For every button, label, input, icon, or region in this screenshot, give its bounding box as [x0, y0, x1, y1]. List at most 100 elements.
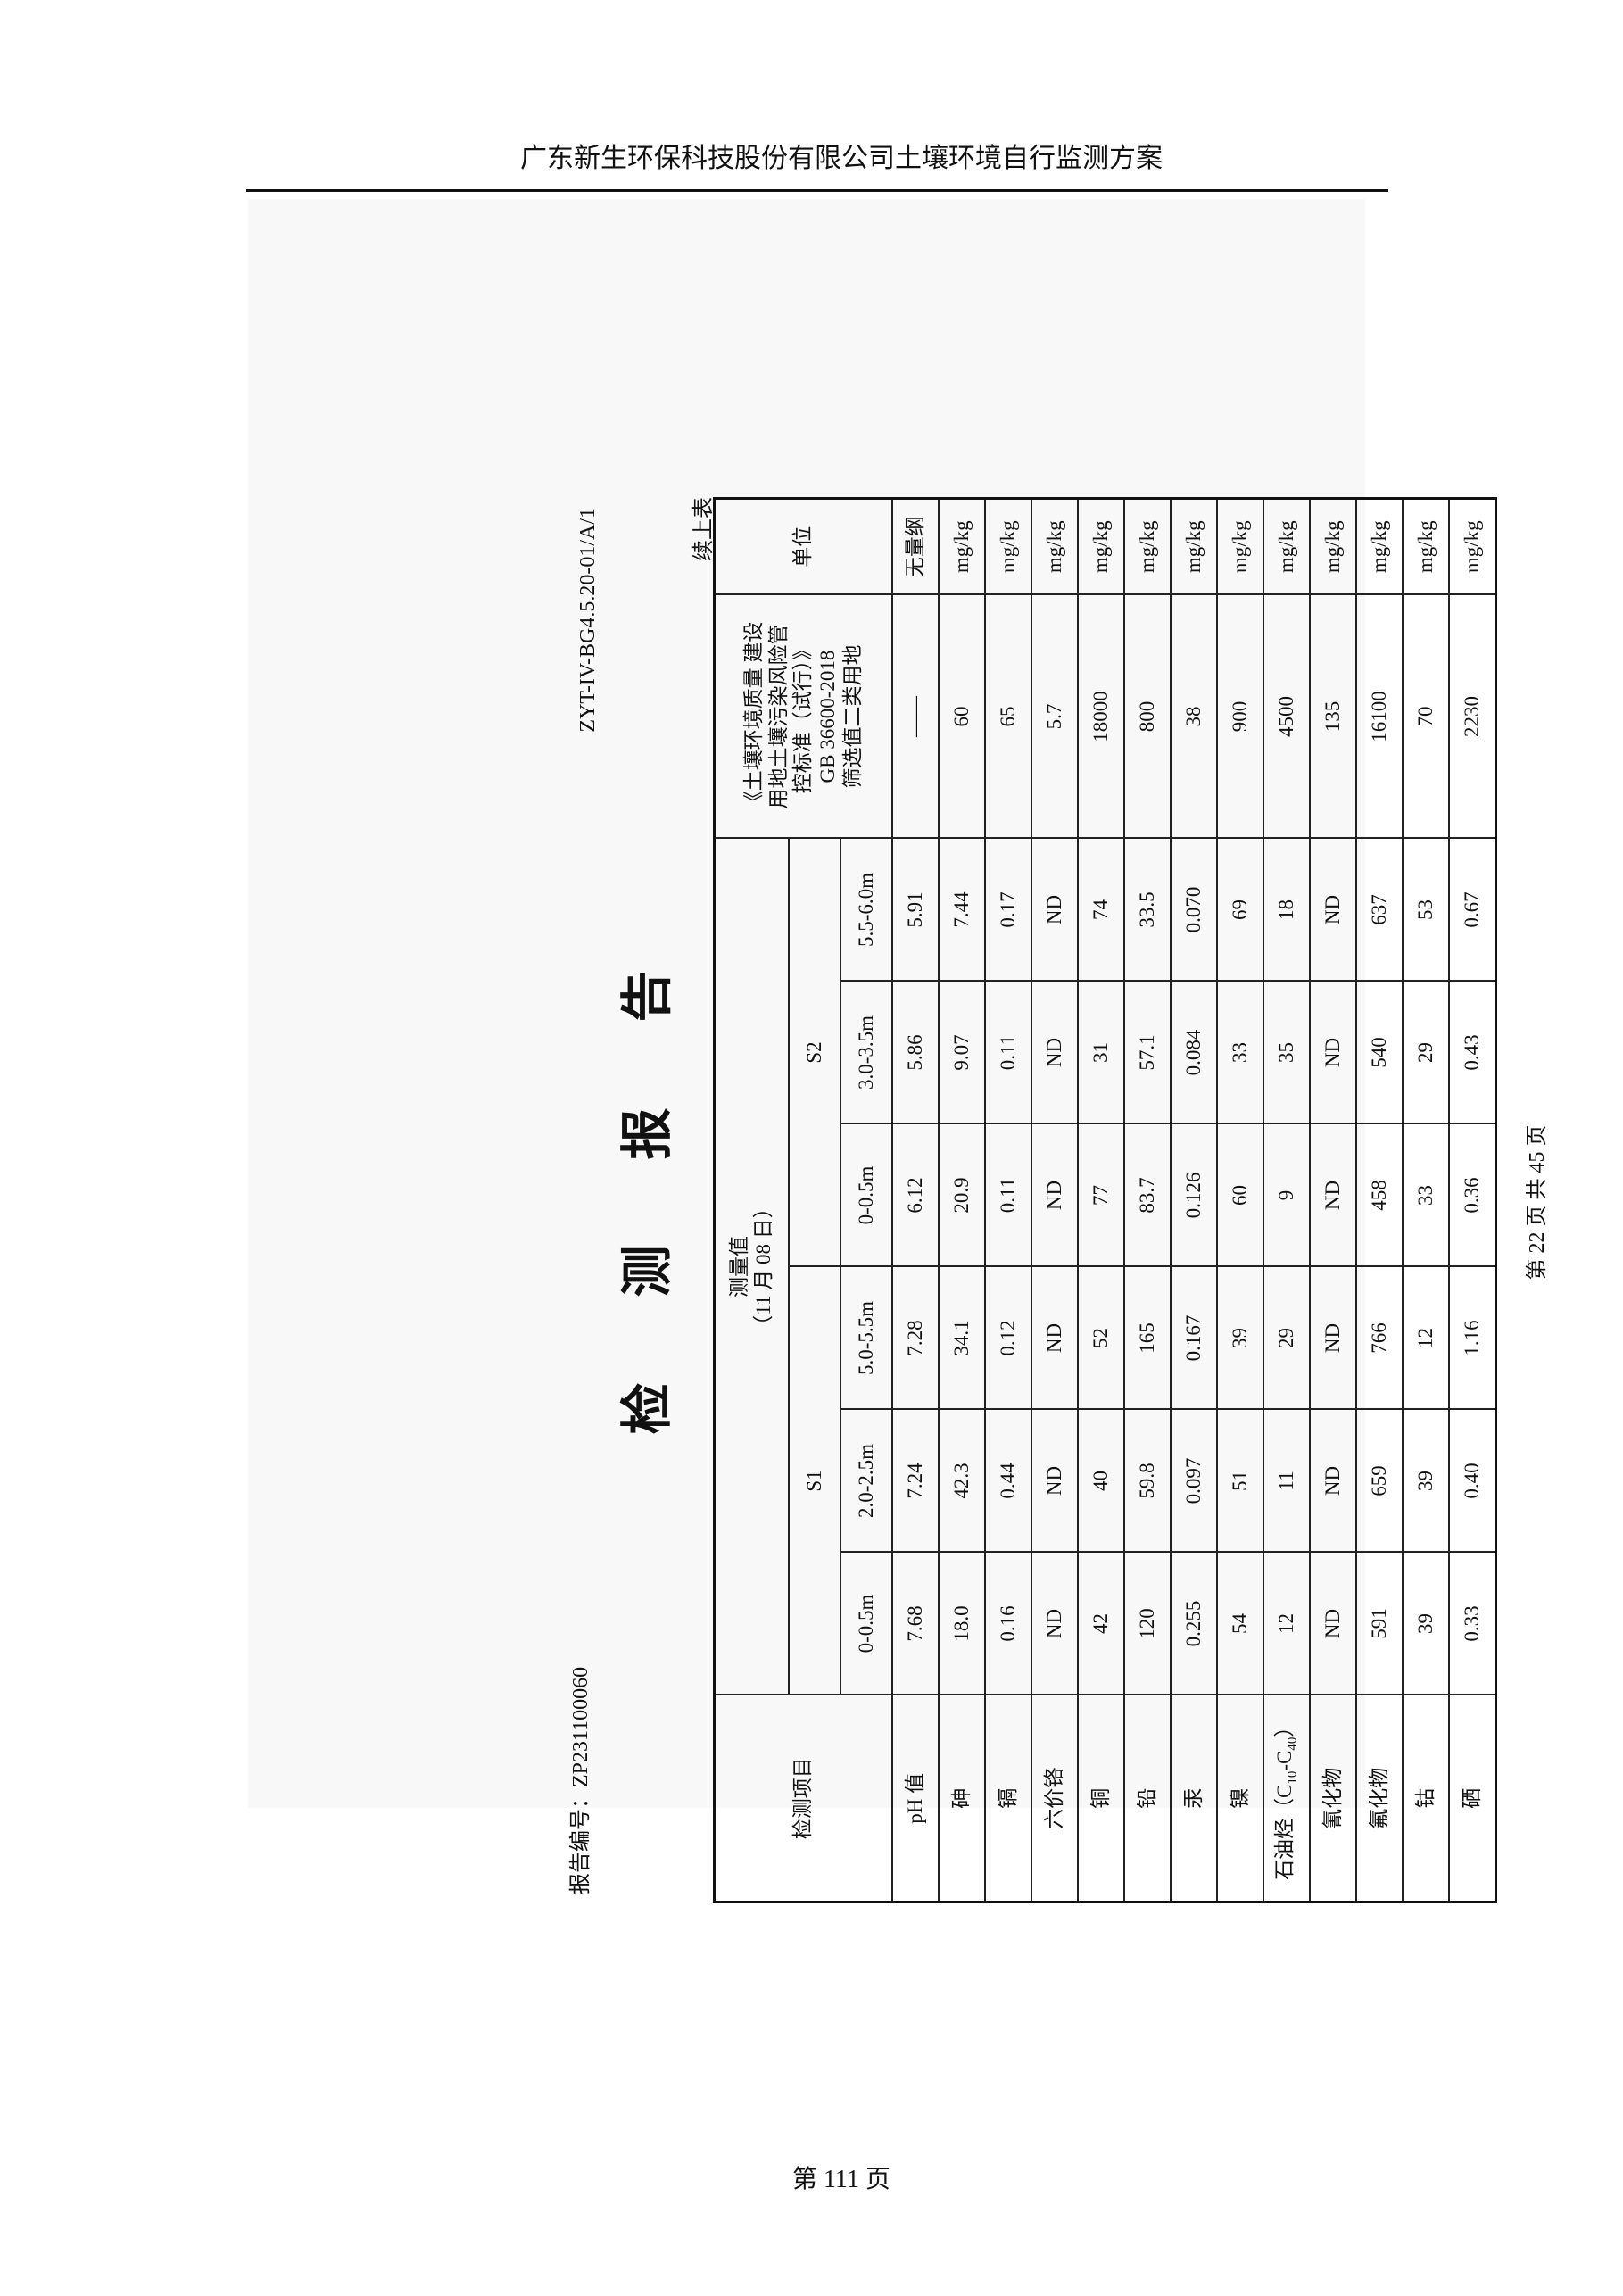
item-name: 镉: [984, 1695, 1031, 1902]
depth-header: 0-0.5m: [840, 1552, 892, 1695]
measured-value: 29: [1263, 1266, 1310, 1410]
measured-value: 39: [1402, 1552, 1449, 1695]
measured-value: 0.097: [1170, 1409, 1217, 1553]
standard-value: 16100: [1355, 594, 1403, 839]
measured-value: 0.12: [984, 1266, 1031, 1410]
measured-value: 53: [1402, 838, 1449, 982]
unit-value: mg/kg: [1402, 498, 1449, 595]
measured-value: 0.67: [1448, 838, 1495, 982]
scan-page-info: 第 22 页 共 45 页: [1526, 1124, 1549, 1281]
title-char: 报: [618, 1107, 676, 1160]
measured-value: ND: [1309, 838, 1356, 982]
measured-value: 1.16: [1448, 1266, 1495, 1410]
measured-value: 540: [1355, 981, 1403, 1124]
unit-value: mg/kg: [1216, 498, 1263, 595]
measured-value: ND: [1309, 981, 1356, 1124]
item-header: 检测项目: [714, 1695, 892, 1902]
unit-value: mg/kg: [984, 498, 1031, 595]
measured-value: 659: [1355, 1409, 1403, 1553]
document-page-number: 第 111 页: [792, 2166, 890, 2193]
measured-value: ND: [1031, 1409, 1078, 1553]
item-name: 镍: [1216, 1695, 1263, 1902]
measured-value: 0.33: [1448, 1552, 1495, 1695]
measured-value: 54: [1216, 1552, 1263, 1695]
measured-value: ND: [1309, 1552, 1356, 1695]
measured-value: 7.28: [891, 1266, 939, 1410]
report-title: 检测报告: [605, 398, 680, 2007]
document-header: 广东新生环保科技股份有限公司土壤环境自行监测方案: [520, 144, 1163, 173]
measured-value: 0.16: [984, 1552, 1031, 1695]
report-number: 报告编号：ZP231100060: [569, 1666, 592, 1894]
measured-value: 5.86: [891, 981, 939, 1124]
item-name: pH 值: [891, 1695, 939, 1902]
measured-value: 57.1: [1123, 981, 1171, 1124]
measured-value: 0.255: [1170, 1552, 1217, 1695]
item-name: 铅: [1123, 1695, 1171, 1902]
measured-value: 29: [1402, 981, 1449, 1124]
title-char: 检: [618, 1382, 676, 1435]
item-name: 氰化物: [1309, 1695, 1356, 1902]
continued-label: 续上表: [692, 497, 716, 561]
item-name: 铜: [1077, 1695, 1124, 1902]
table-row: 氟化物 591 659 766 458 540 637 16100 mg/kg: [1355, 498, 1403, 1902]
table-row: 硒 0.33 0.40 1.16 0.36 0.43 0.67 2230 mg/kg: [1448, 498, 1495, 1902]
standard-value: 18000: [1077, 594, 1124, 839]
measured-value: ND: [1031, 1266, 1078, 1410]
item-name: 氟化物: [1355, 1695, 1403, 1902]
measured-label: 测量值: [727, 1236, 750, 1297]
measured-value: ND: [1309, 1409, 1356, 1553]
table-row: 石油烃（C10-C40） 12 11 29 9 35 18 4500 mg/kg: [1263, 498, 1310, 1902]
measured-value: 591: [1355, 1552, 1403, 1695]
table-row: 钴 39 39 12 33 29 53 70 mg/kg: [1402, 498, 1449, 1902]
measured-value: 7.24: [891, 1409, 939, 1553]
depth-header: 0-0.5m: [840, 1123, 892, 1267]
measured-value: 637: [1355, 838, 1403, 982]
measured-value: 11: [1263, 1409, 1310, 1553]
standard-value: 135: [1309, 594, 1356, 839]
measured-value: 0.17: [984, 838, 1031, 982]
depth-header: 3.0-3.5m: [840, 981, 892, 1124]
title-char: 测: [618, 1245, 676, 1297]
measured-value: 83.7: [1123, 1123, 1171, 1267]
measured-value: 0.43: [1448, 981, 1495, 1124]
standard-line: 《土壤环境质量 建设: [742, 621, 766, 812]
measured-value: 39: [1216, 1266, 1263, 1410]
unit-value: mg/kg: [1448, 498, 1495, 595]
unit-value: mg/kg: [1123, 498, 1171, 595]
measured-value: 0.167: [1170, 1266, 1217, 1410]
measured-value: 458: [1355, 1123, 1403, 1267]
standard-value: 65: [984, 594, 1031, 839]
item-name: 六价铬: [1031, 1695, 1078, 1902]
measured-value: ND: [1031, 838, 1078, 982]
unit-value: mg/kg: [1263, 498, 1310, 595]
measured-value: 77: [1077, 1123, 1124, 1267]
measured-value: 33: [1216, 981, 1263, 1124]
measured-value: 52: [1077, 1266, 1124, 1410]
site-s2: S2: [788, 838, 840, 1267]
item-name: 硒: [1448, 1695, 1495, 1902]
measured-value: 120: [1123, 1552, 1171, 1695]
measured-value: 74: [1077, 838, 1124, 982]
measured-value: 20.9: [938, 1123, 985, 1267]
standard-value: 900: [1216, 594, 1263, 839]
site-s1: S1: [788, 1266, 840, 1695]
unit-value: mg/kg: [1355, 498, 1403, 595]
measured-value: ND: [1031, 981, 1078, 1124]
unit-value: mg/kg: [1309, 498, 1356, 595]
table-row: 镍 54 51 39 60 33 69 900 mg/kg: [1216, 498, 1263, 1902]
measured-value: 33.5: [1123, 838, 1171, 982]
depth-header: 5.0-5.5m: [840, 1266, 892, 1410]
depth-header: 2.0-2.5m: [840, 1409, 892, 1553]
measured-value: 40: [1077, 1409, 1124, 1553]
measured-value: 0.070: [1170, 838, 1217, 982]
measured-value: 31: [1077, 981, 1124, 1124]
measured-value: 12: [1402, 1266, 1449, 1410]
measured-value: 0.44: [984, 1409, 1031, 1553]
measured-value: 0.40: [1448, 1409, 1495, 1553]
unit-value: mg/kg: [1077, 498, 1124, 595]
depth-header: 5.5-6.0m: [840, 838, 892, 982]
measured-value: 0.36: [1448, 1123, 1495, 1267]
standard-value: 38: [1170, 594, 1217, 839]
standard-value: 2230: [1448, 594, 1495, 839]
results-table: 检测项目 测量值 （11 月 08 日） 《土壤环境质量 建设 用地土壤污染风险…: [713, 497, 1497, 1903]
